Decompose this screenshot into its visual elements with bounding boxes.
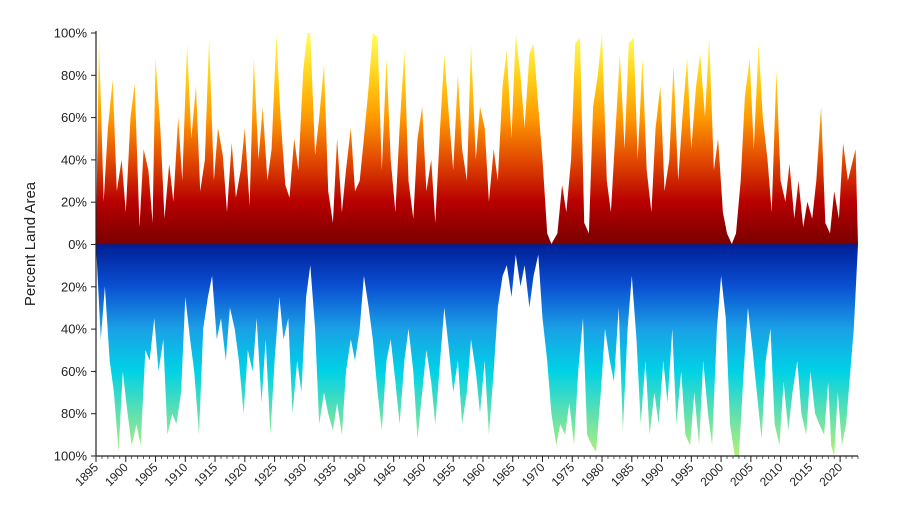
x-tick-label: 2000	[697, 460, 726, 489]
x-tick-label: 1930	[281, 460, 310, 489]
x-tick-label: 1945	[370, 460, 399, 489]
x-axis-ticks: 1895 1900 1905 1910 1915 1920 1925 1930 1935 1940…	[72, 456, 859, 489]
x-tick-label: 1900	[102, 460, 131, 489]
x-tick-label: 1950	[400, 460, 429, 489]
y-axis-label: Percent Land Area	[22, 181, 39, 306]
y-tick-label: 100%	[54, 26, 88, 41]
x-tick-label: 2005	[727, 460, 756, 489]
y-tick-label: 20%	[61, 279, 87, 294]
x-tick-label: 1965	[489, 460, 518, 489]
x-tick-label: 1935	[310, 460, 339, 489]
wet-area-series	[96, 33, 858, 244]
x-tick-label: 1970	[519, 460, 548, 489]
y-tick-label: 60%	[61, 364, 87, 379]
x-tick-label: 2010	[757, 460, 786, 489]
x-tick-label: 1910	[162, 460, 191, 489]
y-tick-label: 100%	[54, 449, 88, 464]
plot-area	[96, 33, 858, 456]
y-axis-ticks: 100% 80% 60% 40% 20% 0% 20% 40% 60% 80% 100%	[54, 26, 96, 464]
x-tick-label: 1915	[191, 460, 220, 489]
x-tick-label: 1990	[638, 460, 667, 489]
x-tick-label: 1920	[221, 460, 250, 489]
y-tick-label: 80%	[61, 68, 87, 83]
x-tick-label: 1955	[430, 460, 459, 489]
x-tick-label: 1975	[549, 460, 578, 489]
x-tick-label: 1925	[251, 460, 280, 489]
x-tick-label: 1995	[668, 460, 697, 489]
x-tick-label: 1980	[578, 460, 607, 489]
x-tick-label: 1905	[132, 460, 161, 489]
y-tick-label: 40%	[61, 322, 87, 337]
x-tick-label: 2015	[787, 460, 816, 489]
y-tick-label: 0%	[68, 237, 87, 252]
y-tick-label: 60%	[61, 110, 87, 125]
x-tick-label: 1940	[340, 460, 369, 489]
x-tick-label: 1895	[72, 460, 101, 489]
x-tick-label: 2020	[816, 460, 845, 489]
x-tick-label: 1985	[608, 460, 637, 489]
y-tick-label: 80%	[61, 406, 87, 421]
y-tick-label: 40%	[61, 152, 87, 167]
x-tick-label: 1960	[459, 460, 488, 489]
dry-area-series	[96, 244, 858, 456]
y-tick-label: 20%	[61, 195, 87, 210]
